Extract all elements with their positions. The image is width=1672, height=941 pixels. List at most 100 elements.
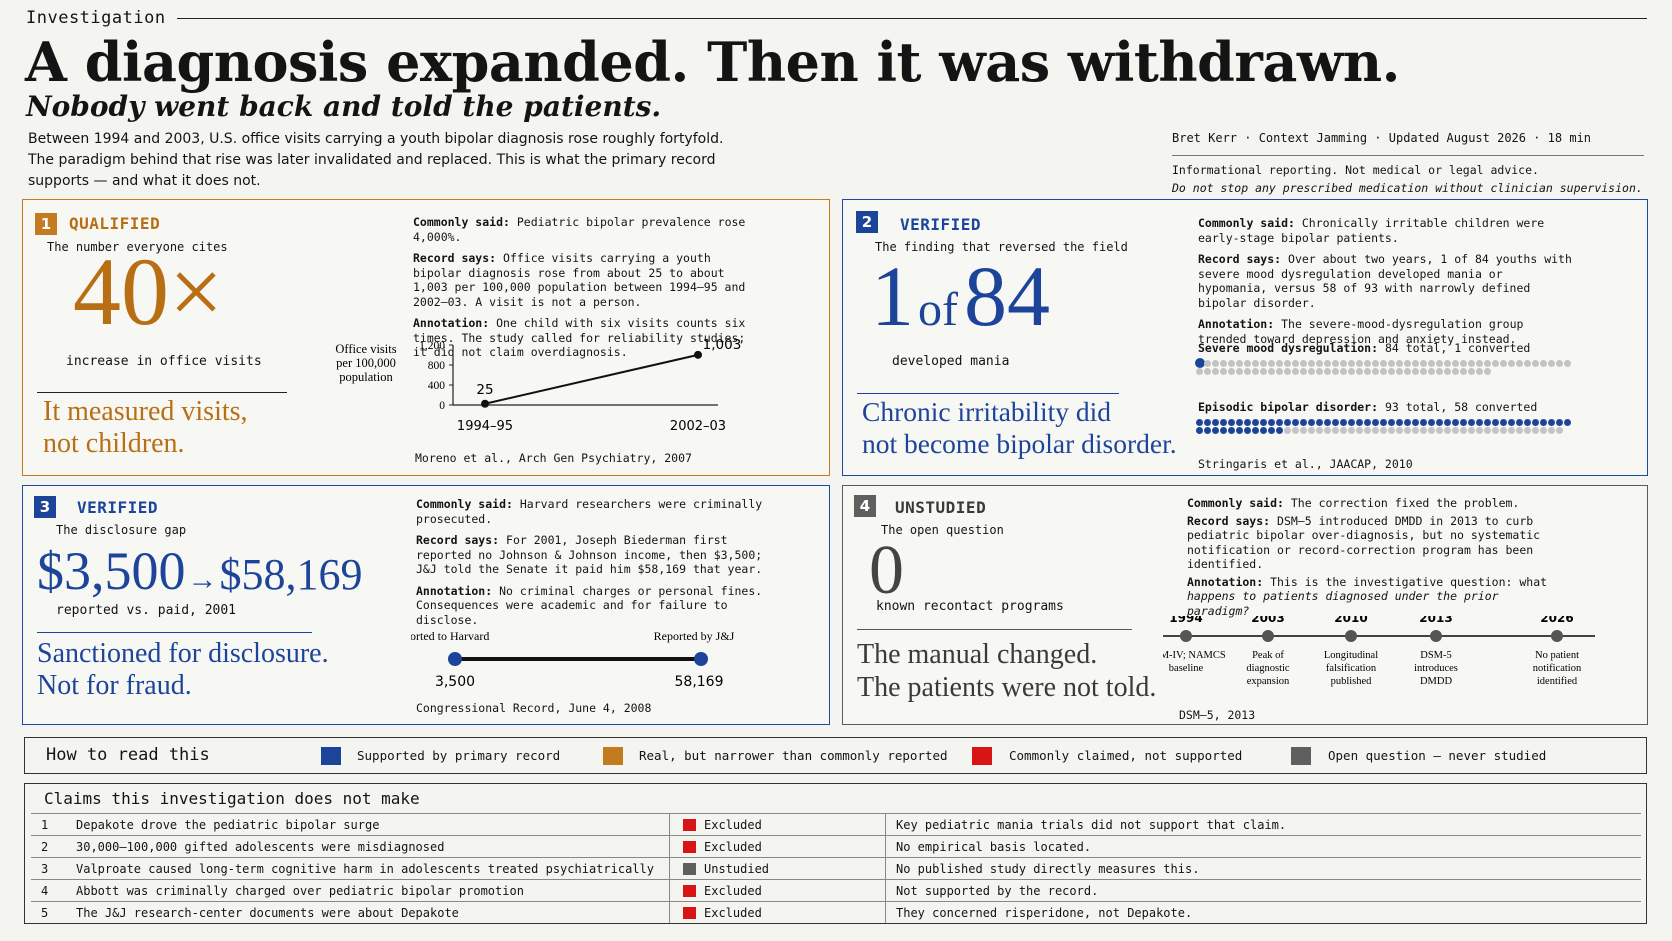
dot-not-converted [1404,368,1411,375]
said-label: Commonly said: [1198,216,1295,230]
timeline-point [1551,630,1563,642]
dot-not-converted [1452,360,1459,367]
dot-not-converted [1420,368,1427,375]
dot-not-converted [1492,360,1499,367]
dot-converted [1316,419,1323,426]
dot-not-converted [1212,368,1219,375]
record-text: Office visits carrying a youth bipolar d… [413,251,746,309]
timeline-event-line: baseline [1169,663,1204,674]
dot-not-converted [1388,427,1395,434]
dot-not-converted [1540,360,1547,367]
legend-swatch-narrower [603,747,623,765]
dot-not-converted [1276,360,1283,367]
dot-not-converted [1492,427,1499,434]
dot-not-converted [1236,368,1243,375]
legend-swatch-not-supported [972,747,992,765]
dot-not-converted [1316,360,1323,367]
timeline-event: Longitudinal falsification published [1324,650,1378,687]
conclusion: Sanctioned for disclosure. Not for fraud… [37,638,329,702]
claim-notes: Commonly said: Harvard researchers were … [416,497,766,634]
gap-category-label: Reported by J&J [654,629,735,643]
dot-not-converted [1420,427,1427,434]
dot-converted [1508,419,1515,426]
dot-converted [1356,419,1363,426]
stat-label: developed mania [892,354,1010,369]
dot-converted [1564,419,1571,426]
table-row: 1 Depakote drove the pediatric bipolar su… [31,813,1641,835]
timeline-point [1262,630,1274,642]
byline-rule [1172,155,1644,156]
dot-not-converted [1380,427,1387,434]
divider [857,629,1132,630]
conclusion: The manual changed. The patients were no… [857,638,1156,704]
y-axis-label-line-2: per 100,000 [336,356,396,370]
status-label: UNSTUDIED [895,498,987,517]
divider [857,393,1119,394]
legend-label-supported: Supported by primary record [357,748,561,763]
status-swatch [683,863,696,875]
said-text: Pediatric bipolar prevalence rose 4,000%… [413,215,746,244]
conclusion: Chronic irritability did not become bipo… [862,396,1177,460]
dot-converted [1236,427,1243,434]
claim-text: 30,000–100,000 gifted adolescents were m… [76,840,445,854]
dot-converted [1268,419,1275,426]
group-1-note: 84 total, 1 converted [1384,341,1531,355]
dot-not-converted [1524,427,1531,434]
gap-point [694,652,708,666]
dot-not-converted [1540,427,1547,434]
dot-not-converted [1388,360,1395,367]
status-label: QUALIFIED [69,214,161,233]
dot-not-converted [1348,368,1355,375]
gap-point [448,652,462,666]
dot-converted [1260,419,1267,426]
dot-not-converted [1356,427,1363,434]
dot-not-converted [1252,368,1259,375]
dot-converted [1284,419,1291,426]
column-divider [885,813,886,923]
stat-caption: The open question [881,523,1004,537]
dot-converted [1196,427,1203,434]
dot-converted [1212,419,1219,426]
divider [37,632,312,633]
dot-not-converted [1436,427,1443,434]
page-subtitle: Nobody went back and told the patients. [26,90,662,123]
status-swatch [683,885,696,897]
status-label: VERIFIED [900,215,982,234]
panel-4-unstudied: 4 UNSTUDIED The open question 0 known re… [842,485,1648,725]
dot-not-converted [1292,360,1299,367]
timeline-year: 2010 [1334,616,1367,625]
dot-converted [1348,419,1355,426]
dot-converted [1300,419,1307,426]
timeline-point [1345,630,1357,642]
byline: Bret Kerr · Context Jamming · Updated Au… [1172,131,1592,145]
dot-not-converted [1436,368,1443,375]
record-label: Record says: [1187,513,1271,528]
dot-not-converted [1332,360,1339,367]
x-tick-label: 2002–03 [670,419,726,434]
conclusion-line-1: Sanctioned for disclosure. [37,638,329,669]
record-text: For 2001, Joseph Biederman first reporte… [416,533,763,576]
citation: Congressional Record, June 4, 2008 [416,701,652,715]
dot-converted [1228,419,1235,426]
dot-converted [1548,419,1555,426]
claim-status: Excluded [704,818,762,832]
dot-not-converted [1244,368,1251,375]
annotation-label: Annotation: [1198,317,1275,331]
dot-not-converted [1300,427,1307,434]
claim-note: They concerned risperidone, not Depakote… [896,906,1193,920]
y-axis-label-line-1: Office visits [335,342,396,356]
divider [37,392,287,393]
status-swatch [683,907,696,919]
dot-not-converted [1228,360,1235,367]
conclusion-line-2: The patients were not told. [857,672,1157,703]
said-text: The correction fixed the problem. [1290,496,1520,510]
timeline-event-line: notification [1533,663,1582,674]
annotation-text: This is the investigative question: what [1270,574,1548,589]
dot-not-converted [1260,360,1267,367]
dot-converted [1444,419,1451,426]
dot-converted [1244,427,1251,434]
citation: DSM–5, 2013 [1179,708,1256,722]
dot-converted [1252,419,1259,426]
panel-2-verified: 2 VERIFIED The finding that reversed the… [842,199,1648,476]
status-swatch [683,841,696,853]
